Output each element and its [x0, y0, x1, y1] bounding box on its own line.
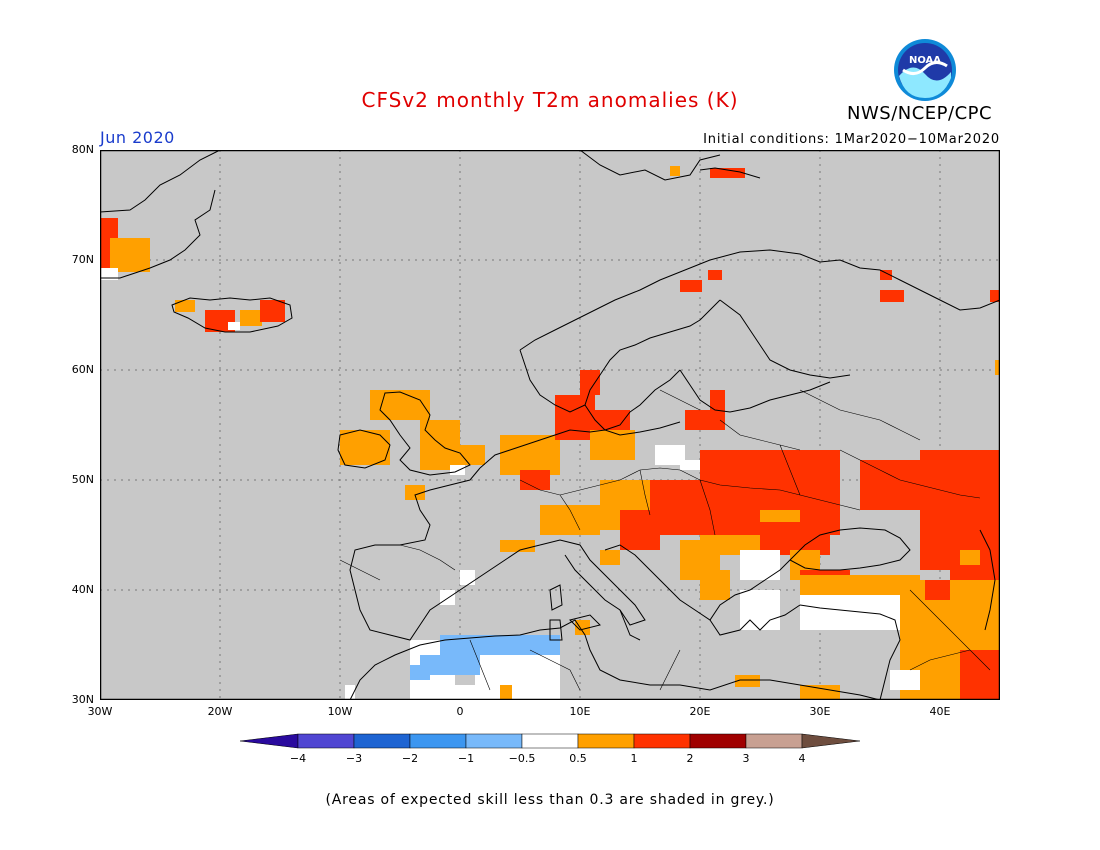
- colorbar-tick-label: 4: [799, 752, 806, 765]
- lon-label-30w: 30W: [87, 705, 113, 718]
- colorbar-swatch: [689, 733, 747, 749]
- colorbar-swatch: [577, 733, 635, 749]
- map-frame: [100, 150, 1000, 700]
- forecast-period: Jun 2020: [100, 128, 175, 147]
- lat-label-70n: 70N: [71, 253, 94, 266]
- lat-label-80n: 80N: [71, 143, 94, 156]
- lat-label-40n: 40N: [71, 583, 94, 596]
- organization-label: NWS/NCEP/CPC: [847, 103, 993, 124]
- colorbar-tick-label: −0.5: [509, 752, 536, 765]
- lat-label-30n: 30N: [71, 693, 94, 706]
- anomaly-greenland: [100, 218, 150, 280]
- lon-label-40e: 40E: [929, 705, 951, 718]
- lon-label-20w: 20W: [207, 705, 233, 718]
- colorbar-swatch: [465, 733, 523, 749]
- colorbar-swatch: [633, 733, 691, 749]
- skill-footnote: (Areas of expected skill less than 0.3 a…: [325, 792, 775, 808]
- colorbar-swatch-above-max: [801, 733, 861, 749]
- anomaly-iceland: [175, 300, 285, 332]
- colorbar-swatch: [409, 733, 467, 749]
- colorbar-tick-labels: −4 −3 −2 −1 −0.5 0.5 1 2 3 4: [290, 752, 806, 765]
- lat-label-50n: 50N: [71, 473, 94, 486]
- anomaly-north-africa: [345, 570, 590, 700]
- colorbar-tick-label: −2: [402, 752, 418, 765]
- lon-label-0: 0: [456, 705, 464, 718]
- colorbar-swatch: [297, 733, 355, 749]
- anomaly-turkey-middle-east: [735, 360, 1000, 700]
- anomaly-svalbard: [670, 166, 745, 178]
- svg-text:NOAA: NOAA: [909, 55, 941, 66]
- anomaly-british-isles: [340, 390, 485, 500]
- colorbar-tick-label: 3: [743, 752, 750, 765]
- colorbar-swatches: [239, 733, 861, 749]
- lon-label-10e: 10E: [569, 705, 591, 718]
- lat-label-60n: 60N: [71, 363, 94, 376]
- anomaly-map: [100, 150, 1000, 700]
- colorbar-tick-label: 1: [631, 752, 638, 765]
- colorbar-tick-label: −1: [458, 752, 474, 765]
- lon-label-20e: 20E: [689, 705, 711, 718]
- anomaly-scandinavia: [680, 270, 1000, 302]
- lon-label-10w: 10W: [327, 705, 353, 718]
- colorbar-tick-label: −3: [346, 752, 362, 765]
- colorbar-legend: −4 −3 −2 −1 −0.5 0.5 1 2 3 4: [239, 733, 861, 765]
- coastlines: [100, 150, 1000, 700]
- colorbar-swatch: [745, 733, 803, 749]
- colorbar-swatch-below-min: [239, 733, 299, 749]
- map-title: CFSv2 monthly T2m anomalies (K): [361, 88, 739, 112]
- colorbar-tick-label: −4: [290, 752, 306, 765]
- noaa-logo-icon: NOAA: [894, 39, 956, 101]
- colorbar-swatch: [353, 733, 411, 749]
- initial-conditions: Initial conditions: 1Mar2020−10Mar2020: [703, 132, 1000, 147]
- colorbar-swatch: [521, 733, 579, 749]
- colorbar-tick-label: 2: [687, 752, 694, 765]
- lon-label-30e: 30E: [809, 705, 831, 718]
- colorbar-tick-label: 0.5: [569, 752, 587, 765]
